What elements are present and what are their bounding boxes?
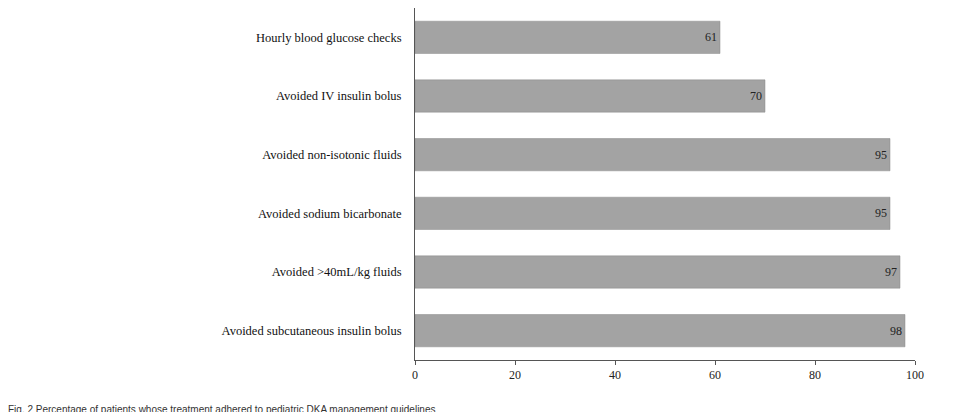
svg-text:Avoided sodium bicarbonate: Avoided sodium bicarbonate [258,207,402,221]
svg-text:Avoided subcutaneous insulin b: Avoided subcutaneous insulin bolus [222,324,402,338]
svg-text:80: 80 [809,368,821,382]
svg-text:Avoided non-isotonic fluids: Avoided non-isotonic fluids [262,148,401,162]
svg-text:Avoided >40mL/kg fluids: Avoided >40mL/kg fluids [272,265,402,279]
svg-text:70: 70 [750,89,762,103]
svg-text:Avoided IV insulin bolus: Avoided IV insulin bolus [276,89,402,103]
svg-text:61: 61 [705,30,717,44]
svg-text:60: 60 [709,368,721,382]
svg-text:95: 95 [875,148,887,162]
svg-text:Fig. 2 Percentage of patients: Fig. 2 Percentage of patients whose trea… [8,404,435,412]
svg-text:98: 98 [890,324,902,338]
svg-text:40: 40 [609,368,621,382]
svg-text:97: 97 [885,265,897,279]
svg-text:20: 20 [509,368,521,382]
svg-text:100: 100 [906,368,924,382]
svg-text:Hourly blood glucose checks: Hourly blood glucose checks [256,31,402,45]
svg-text:95: 95 [875,206,887,220]
svg-text:0: 0 [412,368,418,382]
